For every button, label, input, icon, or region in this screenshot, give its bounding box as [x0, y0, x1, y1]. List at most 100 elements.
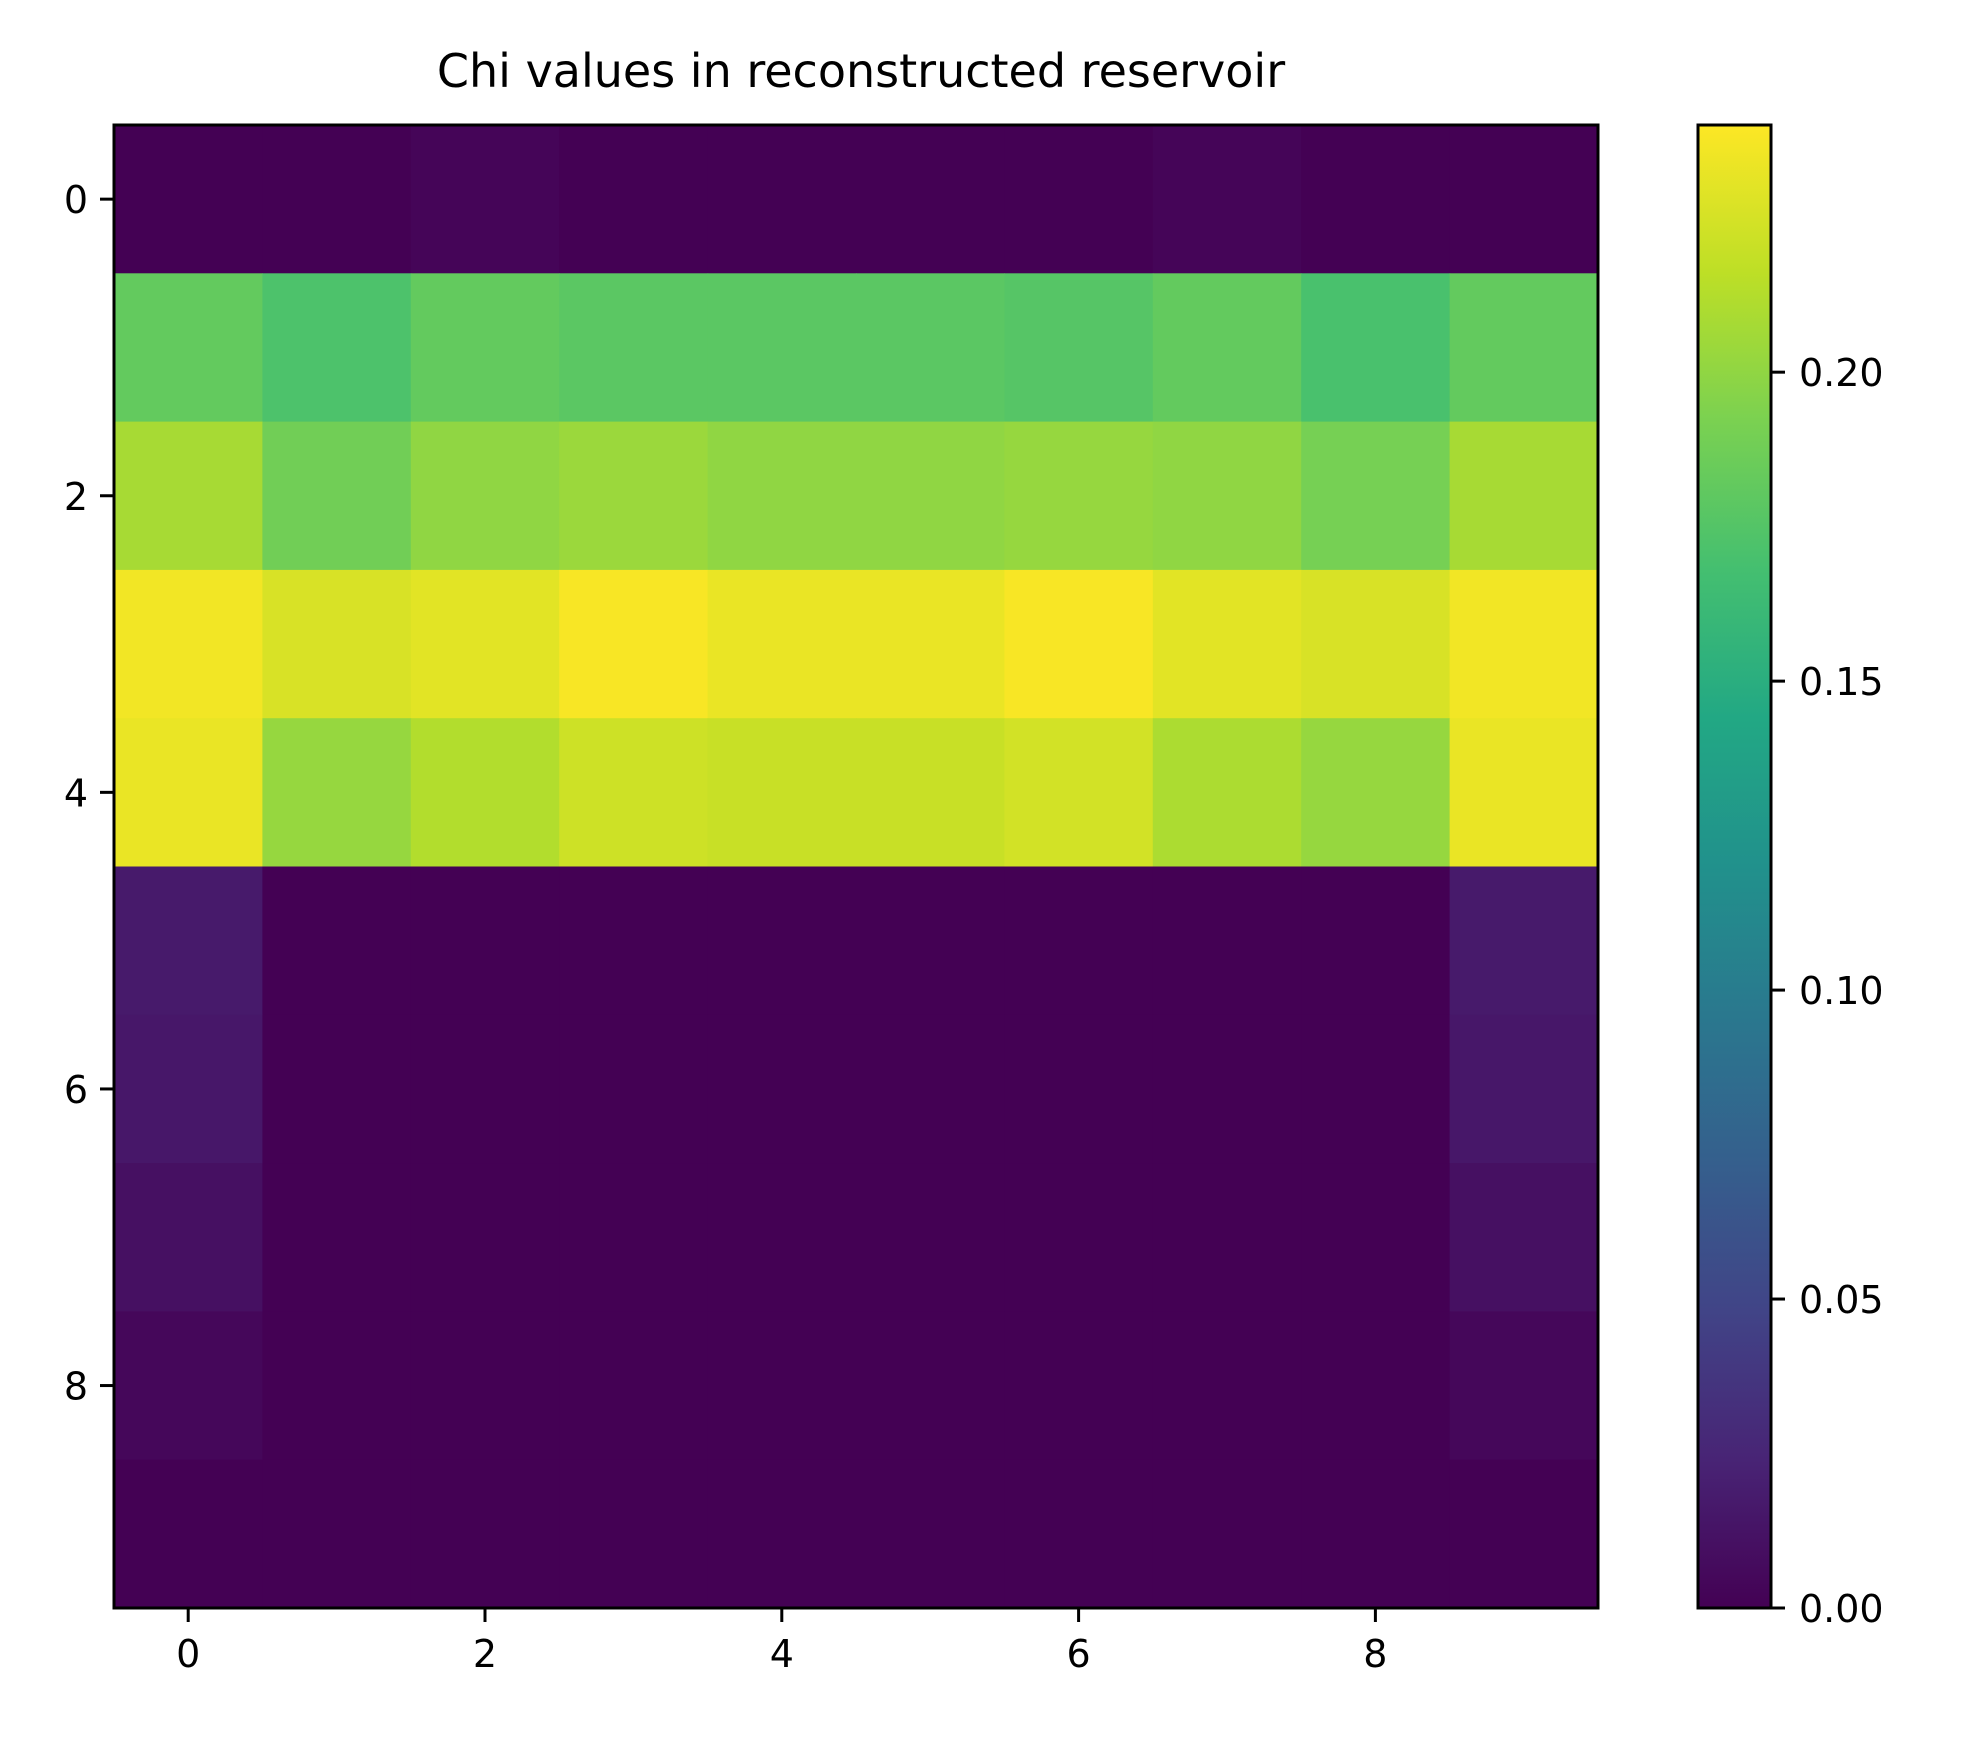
- plot-frame: [112, 123, 1600, 1610]
- heatmap-cell: [114, 1311, 263, 1461]
- heatmap-cell: [1004, 1311, 1154, 1461]
- heatmap-cell: [856, 1014, 1005, 1164]
- heatmap-cell: [114, 718, 263, 868]
- colorbar-tick-label: 0.15: [1799, 660, 1884, 704]
- heatmap-cell: [856, 1163, 1005, 1312]
- x-axis: 0 2 4 6 8: [176, 1608, 1387, 1676]
- x-tick-label: 6: [1067, 1632, 1091, 1676]
- heatmap-cell: [262, 421, 412, 571]
- heatmap-cell: [1449, 1311, 1599, 1461]
- heatmap-cell: [559, 866, 709, 1016]
- heatmap-cell: [1004, 569, 1154, 719]
- heatmap-cell: [410, 866, 560, 1016]
- heatmap-cell: [410, 569, 560, 719]
- heatmap-cell: [1152, 718, 1302, 868]
- heatmap-cell: [1301, 1014, 1451, 1164]
- heatmap-cell: [1301, 569, 1451, 719]
- heatmap-cell: [1004, 1163, 1154, 1312]
- heatmap-cell: [1449, 125, 1599, 274]
- colorbar-tick-label: 0.10: [1799, 969, 1884, 1013]
- x-tick-label: 2: [473, 1632, 497, 1676]
- heatmap-cell: [559, 1163, 709, 1312]
- heatmap-cell: [559, 1459, 709, 1609]
- heatmap-cell: [114, 273, 263, 423]
- heatmap-cell: [410, 1311, 560, 1461]
- heatmap-cell: [262, 866, 412, 1016]
- heatmap-cell: [856, 1311, 1005, 1461]
- heatmap-cell: [1449, 1163, 1599, 1312]
- x-tick-label: 8: [1363, 1632, 1387, 1676]
- heatmap-cell: [1152, 125, 1302, 274]
- heatmap-cell: [262, 1459, 412, 1609]
- heatmap-cell: [856, 569, 1005, 719]
- heatmap-cell: [1152, 1311, 1302, 1461]
- colorbar: [1698, 125, 1771, 1608]
- heatmap-cell: [262, 1163, 412, 1312]
- y-tick-label: 6: [64, 1068, 88, 1112]
- heatmap-cell: [262, 1311, 412, 1461]
- heatmap-cell: [707, 421, 857, 571]
- colorbar-frame: [1696, 123, 1773, 1610]
- heatmap-cell: [707, 1311, 857, 1461]
- heatmap-cell: [1301, 866, 1451, 1016]
- heatmap-cell: [1449, 718, 1599, 868]
- heatmap-cell: [1449, 273, 1599, 423]
- heatmap-cell: [114, 1014, 263, 1164]
- heatmap-cell: [262, 718, 412, 868]
- heatmap-cell: [707, 273, 857, 423]
- heatmap-cell: [1152, 421, 1302, 571]
- heatmap-cell: [1152, 866, 1302, 1016]
- y-tick-label: 4: [64, 771, 88, 815]
- heatmap-cell: [559, 1014, 709, 1164]
- heatmap-cell: [1152, 1014, 1302, 1164]
- heatmap-cell: [856, 421, 1005, 571]
- heatmap-cell: [1301, 421, 1451, 571]
- heatmap-cell: [410, 421, 560, 571]
- heatmap-cell: [262, 1014, 412, 1164]
- heatmap-cell: [114, 1459, 263, 1609]
- heatmap-cell: [114, 1163, 263, 1312]
- heatmap-cell: [856, 273, 1005, 423]
- heatmap-cell: [856, 866, 1005, 1016]
- heatmap-cell: [1152, 1163, 1302, 1312]
- y-tick-label: 8: [64, 1365, 88, 1409]
- heatmap-cell: [1004, 1459, 1154, 1609]
- colorbar-tick-label: 0.00: [1799, 1587, 1884, 1631]
- heatmap-cell: [707, 569, 857, 719]
- heatmap-cell: [1004, 125, 1154, 274]
- heatmap-cell: [559, 569, 709, 719]
- heatmap-cell: [856, 1459, 1005, 1609]
- heatmap-cell: [559, 421, 709, 571]
- heatmap-cell: [1449, 866, 1599, 1016]
- heatmap-cell: [410, 1459, 560, 1609]
- colorbar-axis: 0.00 0.05 0.10 0.15 0.20: [1771, 351, 1884, 1631]
- heatmap-cell: [856, 125, 1005, 274]
- heatmap-cell: [1301, 1163, 1451, 1312]
- y-axis: 0 2 4 6 8: [64, 178, 114, 1409]
- heatmap-cell: [1301, 273, 1451, 423]
- heatmap-cell: [559, 273, 709, 423]
- heatmap-cell: [707, 1163, 857, 1312]
- heatmap-cell: [114, 125, 263, 274]
- y-tick-label: 2: [64, 475, 88, 519]
- heatmap-cell: [1004, 718, 1154, 868]
- heatmap-cell: [1152, 569, 1302, 719]
- heatmap-cell: [707, 1014, 857, 1164]
- heatmap-cell: [114, 569, 263, 719]
- heatmap-cells: [114, 125, 1599, 1609]
- heatmap-cell: [856, 718, 1005, 868]
- y-tick-label: 0: [64, 178, 88, 222]
- heatmap-cell: [707, 866, 857, 1016]
- heatmap-cell: [1301, 1311, 1451, 1461]
- heatmap-cell: [1004, 273, 1154, 423]
- heatmap-cell: [559, 1311, 709, 1461]
- x-tick-label: 4: [770, 1632, 794, 1676]
- heatmap-cell: [114, 421, 263, 571]
- heatmap-cell: [262, 273, 412, 423]
- heatmap-cell: [1152, 273, 1302, 423]
- heatmap-cell: [1449, 569, 1599, 719]
- heatmap-cell: [262, 569, 412, 719]
- heatmap-cell: [410, 718, 560, 868]
- colorbar-tick-label: 0.20: [1799, 351, 1884, 395]
